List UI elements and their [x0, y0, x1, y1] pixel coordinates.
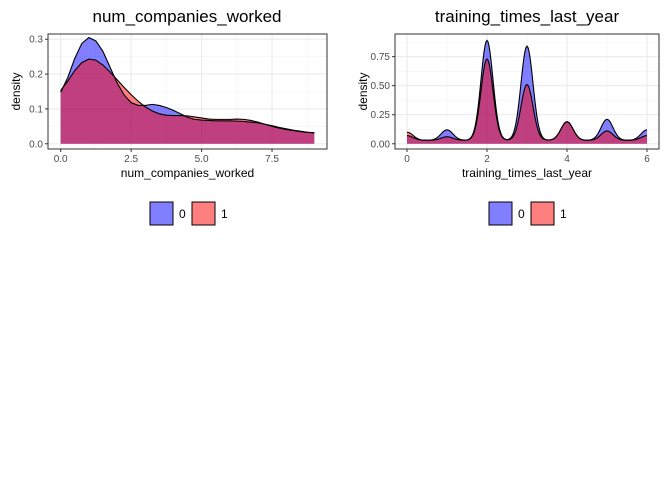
x-tick-label: 0 [404, 154, 410, 165]
legend-key-series-0 [149, 201, 174, 226]
density-area-series-1 [407, 58, 647, 144]
chart-title: training_times_last_year [435, 7, 620, 26]
x-tick-label: 4 [564, 154, 570, 165]
panel-training-times-last-year: 0 2 4 6 0.00 0.25 0.50 0.75 training_times_last_… [356, 7, 660, 226]
legend-label-series-0: 0 [179, 207, 186, 221]
x-tick-label: 5.0 [195, 154, 209, 165]
y-axis-title: density [9, 72, 23, 110]
legend-label-series-0: 0 [518, 207, 525, 221]
x-axis-title: num_companies_worked [121, 166, 254, 180]
legend-key-series-1 [530, 201, 555, 226]
x-tick-label: 2.5 [124, 154, 138, 165]
chart-title: num_companies_worked [93, 7, 282, 26]
density-line-series-1 [60, 58, 315, 134]
y-axis-title: density [356, 72, 370, 110]
density-line-series-0 [406, 39, 648, 141]
plot-border [394, 33, 660, 150]
y-tick-label: 0.0 [29, 139, 43, 150]
y-tick-label: 0.75 [371, 52, 391, 63]
y-tick-label: 0.1 [29, 104, 43, 115]
density-line-series-0 [60, 36, 315, 134]
plot-border [47, 33, 328, 150]
y-tick-label: 0.3 [29, 35, 43, 46]
y-tick-label: 0.00 [371, 139, 391, 150]
panel-num-companies-worked: 0.0 2.5 5.0 7.5 0.0 0.1 0.2 0.3 num_companies_wo… [9, 7, 328, 226]
x-tick-label: 2 [484, 154, 490, 165]
x-tick-label: 0.0 [54, 154, 68, 165]
legend-key-series-0 [488, 201, 513, 226]
y-tick-label: 0.2 [29, 70, 43, 81]
legend-key-series-1 [191, 201, 216, 226]
x-tick-label: 6 [644, 154, 650, 165]
density-line-series-1 [406, 58, 648, 141]
y-tick-label: 0.50 [371, 81, 391, 92]
legend-label-series-1: 1 [221, 207, 228, 221]
x-tick-label: 7.5 [265, 154, 279, 165]
y-tick-label: 0.25 [371, 110, 391, 121]
x-axis-title: training_times_last_year [462, 166, 592, 180]
legend-label-series-1: 1 [560, 207, 567, 221]
